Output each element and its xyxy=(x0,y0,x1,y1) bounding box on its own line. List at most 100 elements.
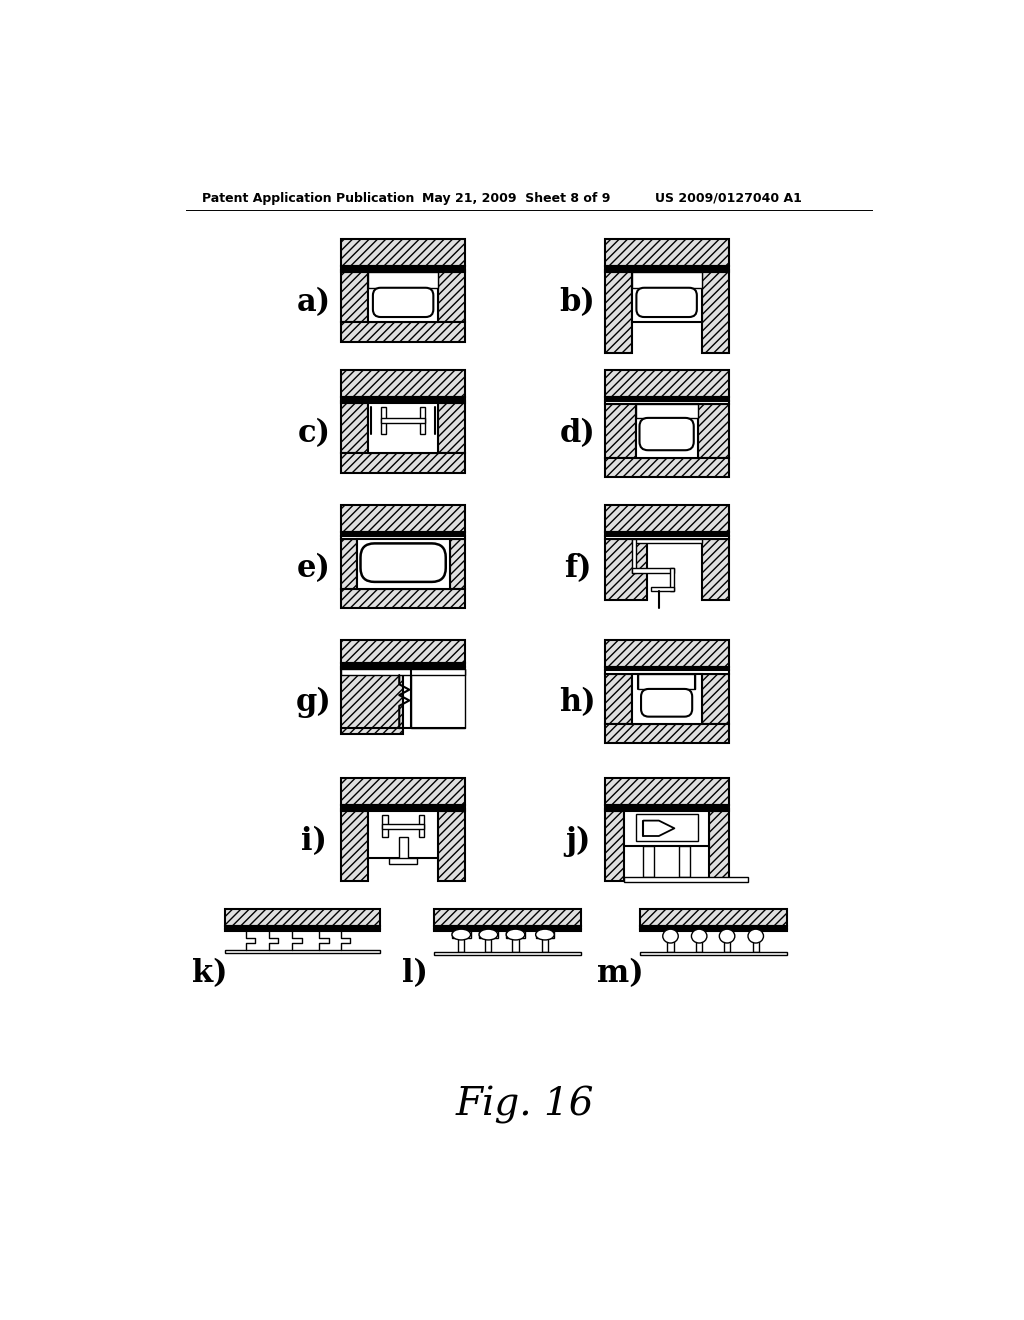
Bar xyxy=(458,932,464,952)
Bar xyxy=(341,809,465,812)
Bar xyxy=(434,927,582,929)
Bar xyxy=(512,932,518,952)
FancyBboxPatch shape xyxy=(636,288,697,317)
Bar xyxy=(632,539,701,544)
Bar xyxy=(604,667,729,671)
Bar xyxy=(604,397,729,401)
Bar xyxy=(701,539,729,601)
Bar xyxy=(479,932,498,937)
Ellipse shape xyxy=(663,929,678,942)
Bar xyxy=(604,239,729,267)
Bar xyxy=(710,812,729,880)
Bar xyxy=(341,397,465,401)
Text: k): k) xyxy=(191,957,227,989)
Bar xyxy=(638,673,695,689)
Ellipse shape xyxy=(452,929,471,940)
Bar xyxy=(604,779,729,805)
Bar xyxy=(701,673,729,723)
Bar xyxy=(341,667,465,669)
Bar xyxy=(341,669,403,734)
Bar xyxy=(341,640,465,663)
Bar xyxy=(604,671,729,673)
Bar xyxy=(632,673,701,723)
Bar xyxy=(341,239,465,267)
FancyBboxPatch shape xyxy=(373,288,433,317)
Bar xyxy=(604,458,729,478)
Bar xyxy=(369,272,438,288)
Bar xyxy=(632,272,701,322)
Bar xyxy=(434,929,582,932)
Bar xyxy=(696,932,702,952)
Bar xyxy=(341,271,465,272)
Bar xyxy=(651,586,675,591)
Bar xyxy=(225,909,380,927)
Text: a): a) xyxy=(297,286,331,318)
Bar xyxy=(438,272,465,322)
Text: Fig. 16: Fig. 16 xyxy=(456,1086,594,1125)
Text: g): g) xyxy=(296,688,332,718)
Bar xyxy=(341,805,465,809)
Bar xyxy=(697,404,729,458)
Bar xyxy=(604,272,632,354)
Bar xyxy=(753,932,759,952)
Bar xyxy=(341,669,465,675)
Bar xyxy=(369,404,438,453)
Bar xyxy=(382,824,424,829)
Bar xyxy=(434,952,582,954)
Bar xyxy=(668,932,674,952)
Text: e): e) xyxy=(297,553,331,583)
Bar xyxy=(640,929,786,932)
Bar xyxy=(341,370,465,397)
Bar xyxy=(604,532,729,536)
Bar xyxy=(341,532,465,536)
Bar xyxy=(341,401,465,404)
FancyBboxPatch shape xyxy=(641,689,692,717)
Bar xyxy=(604,640,729,667)
Bar xyxy=(604,536,729,539)
Bar xyxy=(701,272,729,354)
Bar xyxy=(604,401,729,404)
Bar xyxy=(640,952,786,954)
FancyBboxPatch shape xyxy=(360,544,445,582)
Text: h): h) xyxy=(559,688,596,718)
Text: f): f) xyxy=(564,553,591,583)
Bar xyxy=(632,272,701,288)
Text: US 2009/0127040 A1: US 2009/0127040 A1 xyxy=(655,191,802,205)
Bar xyxy=(604,271,729,272)
Bar xyxy=(381,407,386,434)
Bar xyxy=(679,846,690,876)
Bar xyxy=(604,267,729,271)
Bar xyxy=(640,927,786,929)
Bar xyxy=(604,370,729,397)
Bar xyxy=(452,932,471,937)
Text: d): d) xyxy=(560,418,595,449)
Bar xyxy=(624,812,710,846)
Bar xyxy=(399,837,408,859)
Bar xyxy=(341,322,465,342)
Ellipse shape xyxy=(479,929,498,940)
Bar xyxy=(341,589,465,609)
Bar xyxy=(225,950,380,953)
Bar xyxy=(536,932,554,937)
Bar xyxy=(604,506,729,532)
Bar xyxy=(341,453,465,473)
Bar xyxy=(341,779,465,805)
Bar xyxy=(438,812,465,880)
Bar xyxy=(356,539,450,589)
Text: l): l) xyxy=(401,957,428,989)
Ellipse shape xyxy=(536,929,554,940)
Bar xyxy=(419,816,424,837)
Bar xyxy=(632,568,675,573)
Bar xyxy=(341,404,369,453)
Bar xyxy=(724,932,730,952)
Bar xyxy=(604,539,647,601)
FancyBboxPatch shape xyxy=(640,418,693,450)
Bar xyxy=(341,506,465,532)
Text: b): b) xyxy=(560,286,595,318)
Bar xyxy=(506,932,524,937)
Bar xyxy=(341,272,369,322)
Bar xyxy=(604,809,729,812)
Text: c): c) xyxy=(298,418,331,449)
Bar xyxy=(369,272,438,322)
Bar xyxy=(389,858,417,863)
